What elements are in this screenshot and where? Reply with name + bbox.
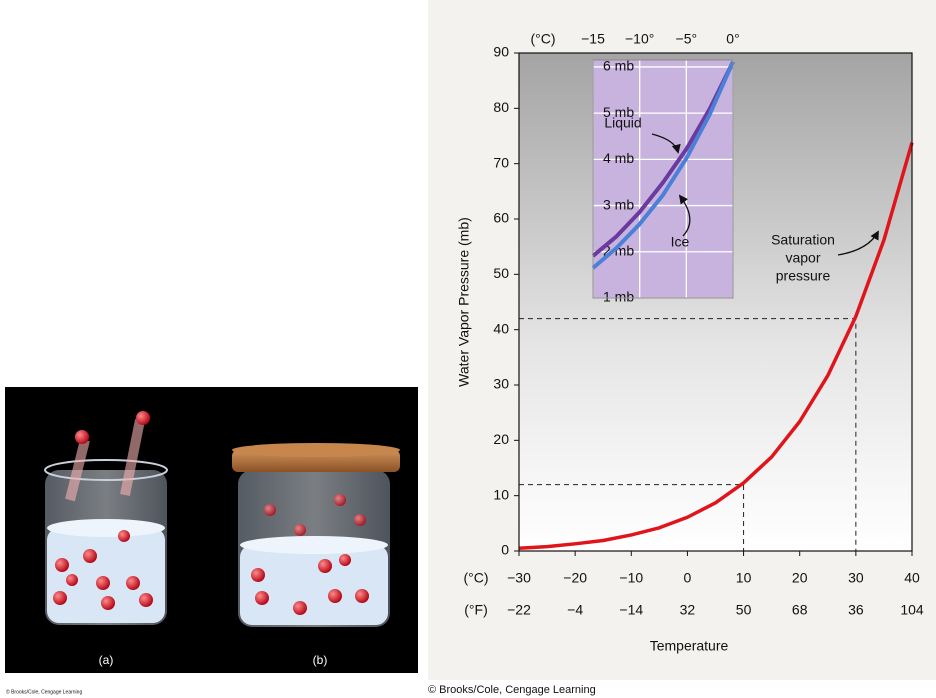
x-tick-label: 40 xyxy=(904,570,920,586)
x2-tick-label: 104 xyxy=(900,602,924,618)
panel-label: (b) xyxy=(313,653,328,667)
credit: © Brooks/Cole, Cengage Learning xyxy=(428,684,596,696)
inset-y-tick-label: 1 mb xyxy=(603,289,634,305)
y-tick-label: 90 xyxy=(493,44,509,60)
series-label: Liquid xyxy=(604,115,641,131)
x2-tick-label: −14 xyxy=(619,602,643,618)
x-tick-label: 10 xyxy=(736,570,752,586)
annotation: Saturation xyxy=(771,232,835,248)
illustration: (a) (b) © Brooks/Cole, Cengage Learning xyxy=(5,387,418,695)
x2-tick-label: 68 xyxy=(792,602,808,618)
x2-tick-label: 32 xyxy=(680,602,696,618)
series-line xyxy=(591,61,735,270)
x2-tick-label: 36 xyxy=(848,602,864,618)
x2-tick-label: −4 xyxy=(567,602,583,618)
annotation: pressure xyxy=(776,268,831,284)
series-line xyxy=(518,142,914,550)
x-tick-label: −30 xyxy=(507,570,531,586)
x2-unit-label: (°F) xyxy=(464,602,487,618)
x-tick-label: 0 xyxy=(684,570,692,586)
y-tick-label: 60 xyxy=(493,210,509,226)
y-tick-label: 10 xyxy=(493,486,509,502)
beaker-b xyxy=(232,443,400,627)
inset-frame xyxy=(592,59,734,299)
x2-tick-label: −22 xyxy=(507,602,531,618)
x-tick-label: −10 xyxy=(619,570,643,586)
x-axis-label: Temperature xyxy=(650,638,729,654)
y-tick-label: 80 xyxy=(493,99,509,115)
plot-frame xyxy=(518,52,913,552)
inset-x-tick-label: 0° xyxy=(726,31,739,47)
inset-y-tick-label: 4 mb xyxy=(603,150,634,166)
inset-arrows xyxy=(651,133,879,256)
inset-x-unit-label: (°C) xyxy=(530,31,555,47)
x-tick-label: −20 xyxy=(563,570,587,586)
inset-y-tick-label: 5 mb xyxy=(603,104,634,120)
x-unit-label: (°C) xyxy=(463,570,488,586)
series-line xyxy=(591,60,735,258)
x-tick-label: 30 xyxy=(848,570,864,586)
inset-x-tick-label: −15 xyxy=(581,31,605,47)
beaker-a xyxy=(44,411,168,625)
credit: © Brooks/Cole, Cengage Learning xyxy=(6,688,82,695)
series-label: Ice xyxy=(671,234,690,250)
x-tick-label: 20 xyxy=(792,570,808,586)
y-axis-label: Water Vapor Pressure (mb) xyxy=(456,217,472,387)
inset-y-tick-label: 6 mb xyxy=(603,58,634,74)
reference-line xyxy=(519,484,745,551)
y-tick-label: 40 xyxy=(493,320,509,336)
plot: 0 10 20 30 40 50 60 70 80 90 −30 −20 −10 0 10 20 30 40 −22… xyxy=(456,31,924,654)
x2-tick-label: 50 xyxy=(736,602,752,618)
y-tick-label: 0 xyxy=(501,542,509,558)
y-tick-label: 50 xyxy=(493,265,509,281)
y-tick-label: 20 xyxy=(493,431,509,447)
inset-y-tick-label: 3 mb xyxy=(603,196,634,212)
panel-label: (a) xyxy=(99,653,114,667)
annotation: vapor xyxy=(785,250,820,266)
inset-x-tick-label: −5° xyxy=(676,31,698,47)
inset-x-tick-label: −10° xyxy=(625,31,654,47)
y-tick-label: 30 xyxy=(493,376,509,392)
y-tick-label: 70 xyxy=(493,154,509,170)
